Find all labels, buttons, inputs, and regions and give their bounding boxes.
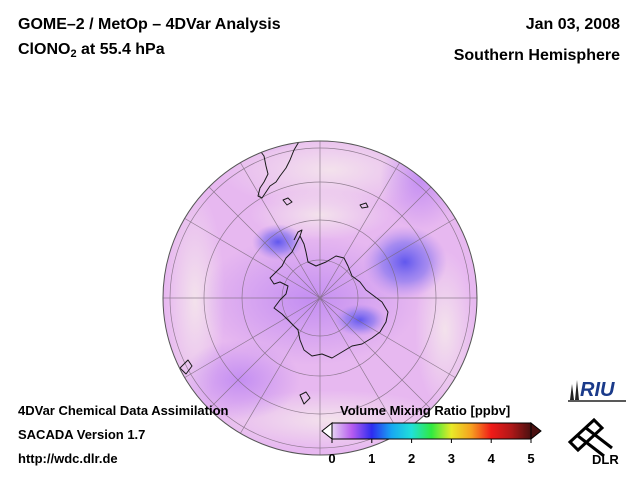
graticule [163, 141, 477, 455]
colorbar-gradient [331, 422, 532, 440]
colorbar-over-arrow [530, 421, 542, 441]
species-subscript: 2 [70, 48, 77, 60]
coast-falklands [282, 197, 293, 206]
riu-logo: RIU [568, 379, 626, 402]
coast-australia [179, 359, 193, 375]
species-prefix: ClONO [18, 41, 71, 58]
colorbar-tick-label: 4 [487, 451, 495, 466]
species-suffix: at 55.4 hPa [76, 41, 165, 58]
colorbar-title: Volume Mixing Ratio [ppbv] [340, 403, 511, 418]
region-label: Southern Hemisphere [453, 47, 620, 64]
footer-url: http://wdc.dlr.de [18, 451, 118, 466]
species-level-title: ClONO2 at 55.4 hPa [18, 41, 165, 60]
field-purple-nw [170, 141, 310, 155]
coast-madagascar [464, 199, 473, 219]
colorbar-tick-label: 1 [368, 451, 376, 466]
colorbar [321, 421, 542, 443]
coast-south-georgia [359, 202, 369, 209]
coast-antarctica [269, 235, 389, 359]
field-max-east [363, 226, 447, 298]
riu-logo-icon [570, 380, 579, 400]
colorbar-tick-label: 5 [527, 451, 535, 466]
field-max-west [252, 224, 304, 260]
colorbar-tick-label: 0 [328, 451, 336, 466]
riu-logo-text: RIU [580, 379, 615, 401]
date-label: Jan 03, 2008 [525, 16, 620, 33]
coast-antarctic-peninsula [293, 229, 303, 241]
colorbar-tick-label: 2 [407, 451, 416, 466]
field-max-south [334, 304, 386, 336]
globe-outline [162, 140, 478, 456]
colorbar-ticks [331, 439, 532, 443]
coast-new-zealand [299, 391, 311, 405]
footer-line2: SACADA Version 1.7 [18, 427, 146, 442]
colorbar-tick-label: 3 [447, 451, 455, 466]
dlr-logo-text: DLR [592, 452, 619, 467]
globe [163, 141, 477, 455]
field-purple-ne [380, 141, 460, 230]
footer-line1: 4DVar Chemical Data Assimilation [18, 403, 229, 418]
dlr-logo: DLR [567, 417, 619, 467]
dlr-logo-icon [567, 417, 613, 458]
title-line1: GOME–2 / MetOp – 4DVar Analysis [18, 16, 281, 33]
